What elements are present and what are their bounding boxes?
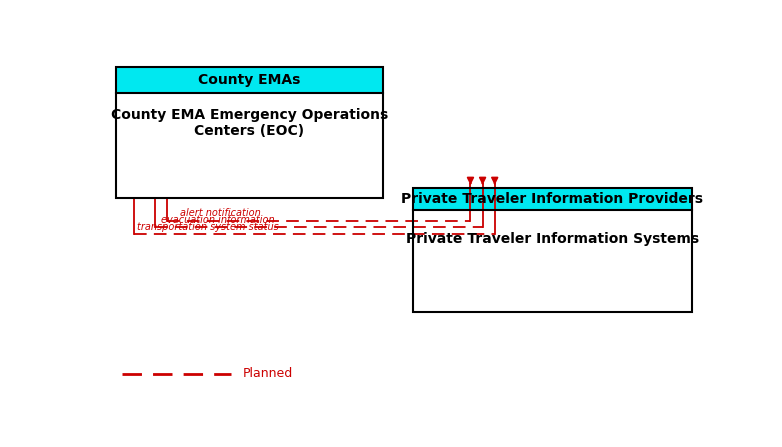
- Bar: [413, 188, 692, 210]
- Bar: [413, 210, 692, 312]
- Bar: [116, 93, 382, 198]
- Bar: [116, 67, 382, 198]
- Text: Private Traveler Information Systems: Private Traveler Information Systems: [406, 232, 699, 246]
- Text: Planned: Planned: [243, 367, 293, 380]
- Text: County EMA Emergency Operations
Centers (EOC): County EMA Emergency Operations Centers …: [110, 108, 388, 138]
- Text: Private Traveler Information Providers: Private Traveler Information Providers: [401, 192, 703, 206]
- Text: transportation system status: transportation system status: [137, 222, 279, 232]
- Bar: [413, 188, 692, 312]
- Bar: [116, 67, 382, 93]
- Text: alert notification: alert notification: [180, 208, 260, 218]
- Text: evacuation information: evacuation information: [161, 215, 275, 225]
- Text: County EMAs: County EMAs: [198, 73, 300, 87]
